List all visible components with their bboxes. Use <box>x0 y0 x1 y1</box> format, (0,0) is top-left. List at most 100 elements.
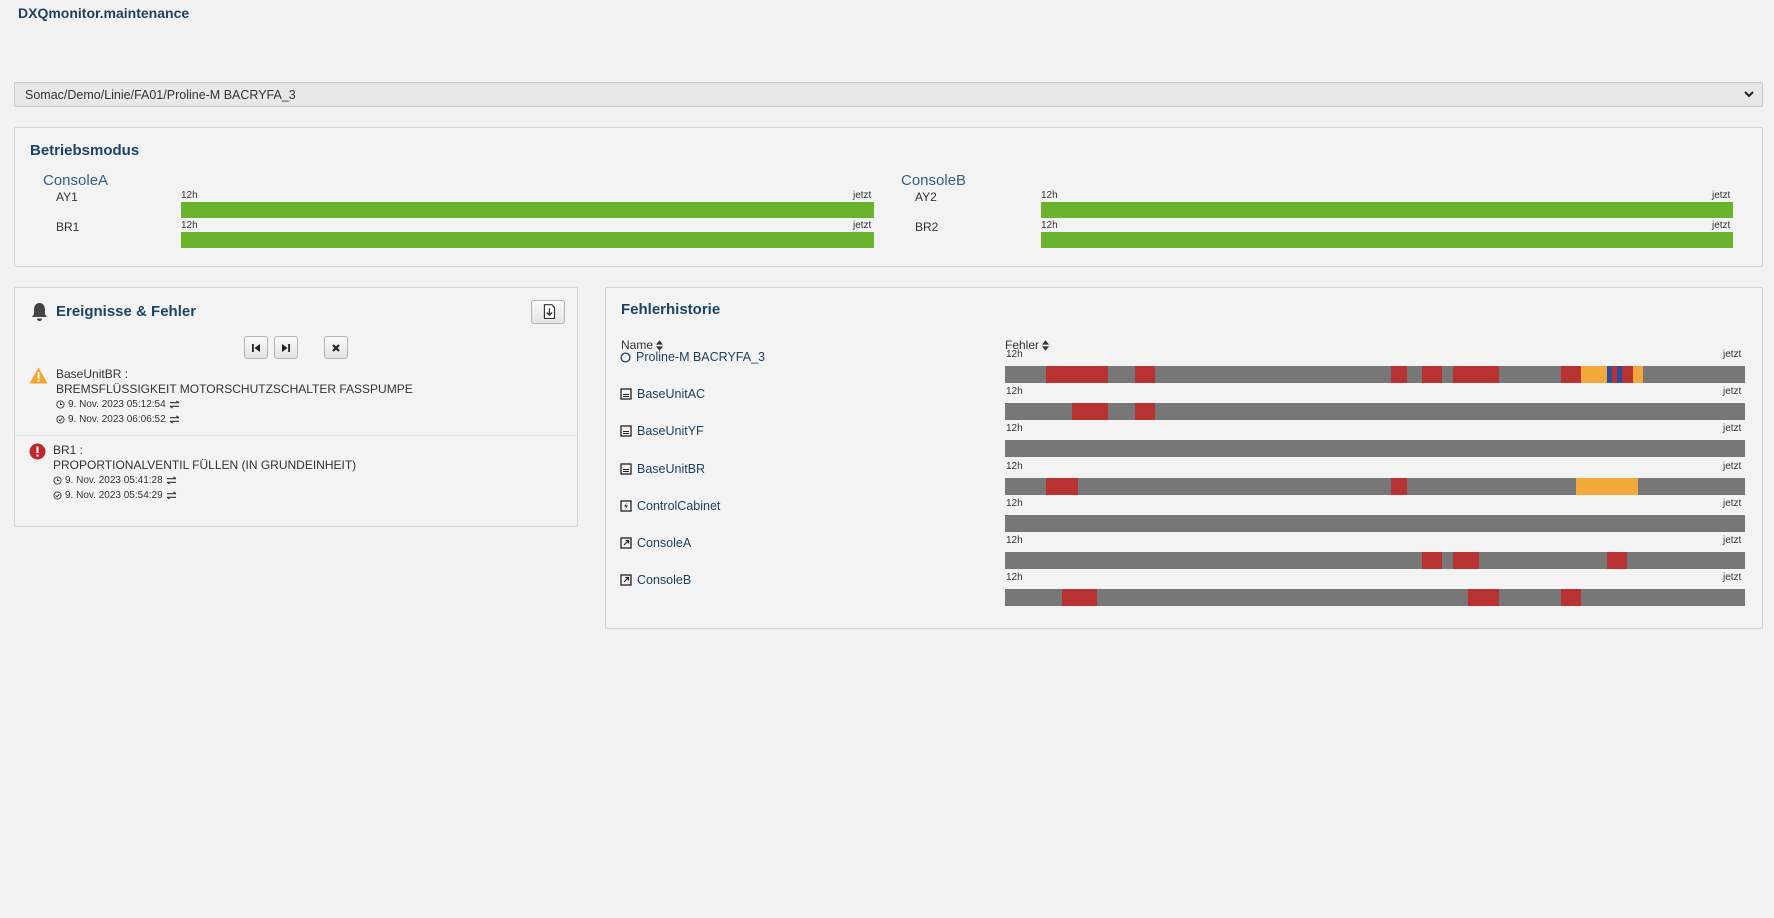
timeline-end-label: jetzt <box>1712 220 1731 231</box>
console-a-title: ConsoleA <box>43 172 109 189</box>
errors-column-header[interactable]: Fehler <box>1005 338 1050 352</box>
history-title: Fehlerhistorie <box>621 301 721 318</box>
app-title[interactable]: DXQmonitor.maintenance <box>18 5 190 21</box>
error-timeline-bar[interactable] <box>1005 552 1745 569</box>
history-row[interactable]: ControlCabinet 12h jetzt <box>606 497 1762 533</box>
mode-bar-br2 <box>1041 232 1733 248</box>
history-row-name[interactable]: Proline-M BACRYFA_3 <box>620 350 765 364</box>
event-item[interactable]: BaseUnitBR : BREMSFLÜSSIGKEIT MOTORSCHUT… <box>15 367 577 425</box>
error-segment-error[interactable] <box>1452 366 1500 383</box>
error-timeline-bar[interactable] <box>1005 403 1745 420</box>
history-row[interactable]: Proline-M BACRYFA_3 12h jetzt <box>606 348 1762 384</box>
timeline-end-label: jetzt <box>1723 461 1742 472</box>
timeline-start-label: 12h <box>181 220 198 231</box>
clear-button[interactable] <box>324 336 348 359</box>
exchange-icon <box>166 491 176 500</box>
history-row[interactable]: BaseUnitBR 12h jetzt <box>606 460 1762 496</box>
warning-triangle-icon <box>29 367 48 384</box>
error-timeline-bar[interactable] <box>1005 515 1745 532</box>
error-segment-warning[interactable] <box>1632 366 1643 383</box>
history-panel: Fehlerhistorie Name Fehler Proline-M BAC… <box>605 287 1763 629</box>
first-page-button[interactable] <box>244 336 268 359</box>
sort-icon <box>1042 339 1050 351</box>
history-row[interactable]: ConsoleB 12h jetzt <box>606 571 1762 607</box>
unit-icon <box>620 388 632 400</box>
history-row-name[interactable]: BaseUnitBR <box>620 462 705 476</box>
timeline-start-label: 12h <box>181 190 198 201</box>
history-row-label: ControlCabinet <box>637 499 721 513</box>
name-column-label: Name <box>621 338 654 352</box>
error-segment-error[interactable] <box>1560 366 1582 383</box>
event-end-time: 9. Nov. 2023 05:54:29 <box>65 490 163 501</box>
history-row-name[interactable]: ConsoleA <box>620 536 691 550</box>
history-row-name[interactable]: ConsoleB <box>620 573 691 587</box>
error-segment-error[interactable] <box>1134 403 1156 420</box>
timeline-start-label: 12h <box>1006 461 1023 472</box>
mode-bar-ay1 <box>181 202 874 218</box>
skip-forward-icon <box>282 343 290 352</box>
error-segment-error[interactable] <box>1606 552 1628 569</box>
history-row[interactable]: ConsoleA 12h jetzt <box>606 534 1762 570</box>
external-link-icon <box>620 574 632 586</box>
error-segment-warning[interactable] <box>1576 478 1638 495</box>
error-segment-error[interactable] <box>1134 366 1156 383</box>
export-button[interactable] <box>531 300 565 324</box>
timeline-end-label: jetzt <box>853 190 872 201</box>
history-row-label: BaseUnitYF <box>637 424 704 438</box>
error-segment-error[interactable] <box>1061 589 1098 606</box>
error-segment-error[interactable] <box>1560 589 1582 606</box>
history-row-label: BaseUnitAC <box>637 387 706 401</box>
history-row-label: ConsoleB <box>637 573 692 587</box>
error-segment-error[interactable] <box>1611 366 1617 383</box>
external-link-icon <box>620 537 632 549</box>
event-source: BR1 : <box>53 443 84 457</box>
error-segment-error[interactable] <box>1046 366 1108 383</box>
error-segment-info[interactable] <box>1616 366 1623 383</box>
error-segment-warning[interactable] <box>1581 366 1607 383</box>
error-timeline-bar[interactable] <box>1005 366 1745 383</box>
chevron-down-icon <box>1744 91 1754 98</box>
error-segment-error[interactable] <box>1468 589 1500 606</box>
timeline-end-label: jetzt <box>1723 423 1742 434</box>
mode-label-ay2: AY2 <box>915 190 937 204</box>
error-segment-error[interactable] <box>1421 366 1443 383</box>
export-icon <box>543 304 556 320</box>
events-panel: Ereignisse & Fehler BaseUnitBR : BREMSFL… <box>14 287 578 527</box>
history-row-name[interactable]: ControlCabinet <box>620 499 720 513</box>
event-end-time: 9. Nov. 2023 06:06:52 <box>68 414 166 425</box>
last-page-button[interactable] <box>274 336 298 359</box>
history-row-name[interactable]: BaseUnitAC <box>620 387 705 401</box>
mode-label-br2: BR2 <box>915 220 939 234</box>
timeline-end-label: jetzt <box>1723 535 1742 546</box>
skip-back-icon <box>252 343 260 352</box>
mode-bar-ay2 <box>1041 202 1733 218</box>
events-title: Ereignisse & Fehler <box>56 303 197 320</box>
error-segment-error[interactable] <box>1046 478 1078 495</box>
event-item[interactable]: BR1 : PROPORTIONALVENTIL FÜLLEN (IN GRUN… <box>15 443 577 501</box>
event-source: BaseUnitBR : <box>56 367 129 381</box>
path-select[interactable]: Somac/Demo/Linie/FA01/Proline-M BACRYFA_… <box>14 82 1763 107</box>
error-segment-error[interactable] <box>1452 552 1479 569</box>
history-row[interactable]: BaseUnitAC 12h jetzt <box>606 385 1762 421</box>
history-row-name[interactable]: BaseUnitYF <box>620 424 704 438</box>
timeline-end-label: jetzt <box>853 220 872 231</box>
error-timeline-bar[interactable] <box>1005 478 1745 495</box>
error-circle-icon <box>29 443 46 460</box>
history-row[interactable]: BaseUnitYF 12h jetzt <box>606 422 1762 458</box>
error-timeline-bar[interactable] <box>1005 440 1745 457</box>
clock-icon <box>56 400 65 409</box>
check-circle-icon <box>56 415 65 424</box>
error-segment-error[interactable] <box>1421 552 1443 569</box>
event-start-time: 9. Nov. 2023 05:41:28 <box>65 475 163 486</box>
error-segment-error[interactable] <box>1391 366 1407 383</box>
event-message: BREMSFLÜSSIGKEIT MOTORSCHUTZSCHALTER FAS… <box>56 382 413 396</box>
error-segment-error[interactable] <box>1622 366 1633 383</box>
name-column-header[interactable]: Name <box>621 338 664 352</box>
betriebsmodus-title: Betriebsmodus <box>30 142 140 159</box>
error-segment-info[interactable] <box>1606 366 1612 383</box>
error-segment-error[interactable] <box>1391 478 1407 495</box>
error-timeline-bar[interactable] <box>1005 589 1745 606</box>
history-row-label: ConsoleA <box>637 536 692 550</box>
error-segment-error[interactable] <box>1072 403 1108 420</box>
timeline-end-label: jetzt <box>1712 190 1731 201</box>
